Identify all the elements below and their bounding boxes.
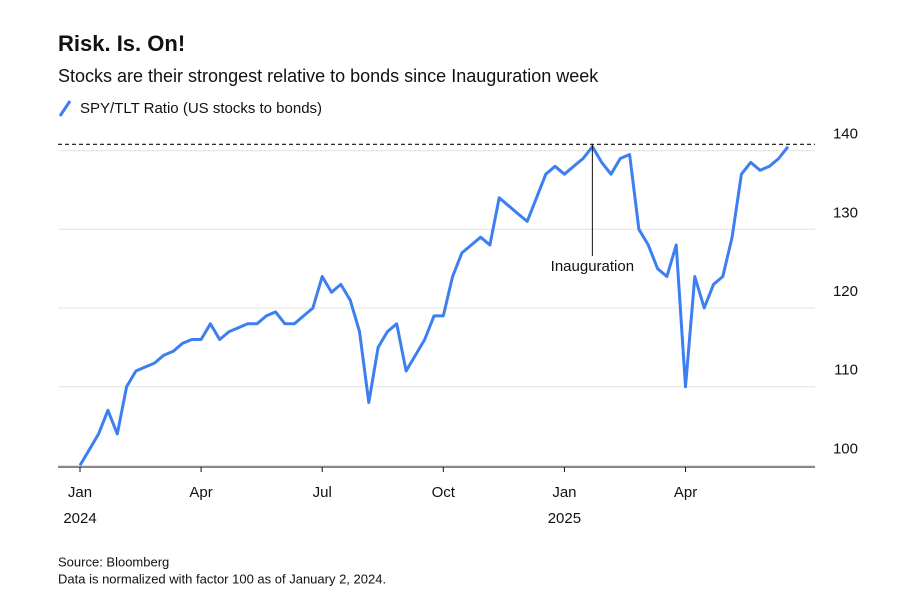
annotation: Inauguration bbox=[551, 258, 634, 275]
x-tick-label: Jan 2024 bbox=[63, 484, 96, 527]
y-tick-label: 110 bbox=[834, 362, 858, 379]
x-tick-label: Jul bbox=[313, 484, 332, 501]
y-tick-label: 120 bbox=[833, 283, 858, 300]
x-tick-label: Apr bbox=[674, 484, 697, 501]
y-tick-label: 130 bbox=[833, 204, 858, 221]
source: Source: Bloomberg bbox=[58, 554, 169, 569]
x-tick-label: Apr bbox=[189, 484, 212, 501]
x-tick-label: Oct bbox=[432, 484, 456, 501]
y-tick-label: 100 bbox=[833, 440, 858, 457]
chart-title: Risk. Is. On! bbox=[58, 31, 185, 56]
legend-label: SPY/TLT Ratio (US stocks to bonds) bbox=[80, 100, 322, 117]
chart-subtitle: Stocks are their strongest relative to b… bbox=[58, 66, 599, 86]
legend-swatch bbox=[58, 100, 72, 117]
y-tick-label: 140 bbox=[833, 126, 858, 143]
note: Data is normalized with factor 100 as of… bbox=[58, 571, 386, 586]
data-line bbox=[78, 145, 790, 467]
x-tick-label: Jan 2025 bbox=[548, 484, 581, 527]
